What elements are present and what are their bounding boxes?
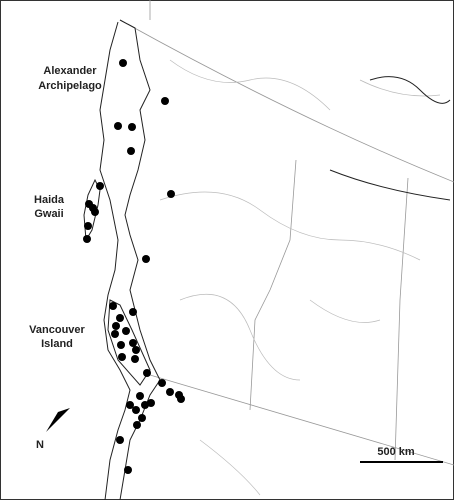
- coastline: [369, 76, 451, 104]
- rivers: [159, 59, 441, 496]
- site: [109, 302, 117, 310]
- site: [116, 314, 124, 322]
- river: [179, 293, 301, 381]
- border-line: [149, 374, 454, 466]
- site: [111, 330, 119, 338]
- sample-sites: [83, 59, 185, 474]
- border-line: [394, 177, 409, 461]
- site: [129, 308, 137, 316]
- scale-bar: 500 km: [360, 446, 443, 463]
- north-arrow: N: [36, 408, 70, 451]
- region-label: Alexander: [43, 65, 97, 77]
- region-label: Gwaii: [34, 208, 63, 220]
- site: [116, 436, 124, 444]
- site: [119, 59, 127, 67]
- site: [114, 122, 122, 130]
- site: [158, 379, 166, 387]
- site: [118, 353, 126, 361]
- site: [142, 255, 150, 263]
- site: [127, 147, 135, 155]
- site: [112, 322, 120, 330]
- border-line: [119, 19, 454, 183]
- river: [359, 79, 441, 97]
- site: [143, 369, 151, 377]
- site: [136, 392, 144, 400]
- site: [129, 339, 137, 347]
- site: [84, 222, 92, 230]
- site: [167, 190, 175, 198]
- river: [169, 59, 331, 111]
- borders: [119, 0, 454, 466]
- site: [126, 401, 134, 409]
- site: [166, 388, 174, 396]
- site: [124, 466, 132, 474]
- site: [161, 97, 169, 105]
- site: [91, 208, 99, 216]
- site: [138, 414, 146, 422]
- river: [199, 439, 261, 496]
- site: [133, 421, 141, 429]
- site: [83, 235, 91, 243]
- river: [309, 299, 381, 323]
- site: [177, 395, 185, 403]
- region-label: Island: [41, 338, 73, 350]
- site: [96, 182, 104, 190]
- region-label: Archipelago: [38, 80, 102, 92]
- region-label: Vancouver: [29, 324, 85, 336]
- site: [122, 327, 130, 335]
- site: [131, 355, 139, 363]
- north-label: N: [36, 439, 44, 451]
- coastline: [329, 169, 451, 201]
- river: [159, 191, 421, 261]
- site: [132, 406, 140, 414]
- site: [117, 341, 125, 349]
- region-label: Haida: [34, 194, 65, 206]
- site: [132, 346, 140, 354]
- site: [128, 123, 136, 131]
- coastline: [83, 19, 161, 500]
- border-line: [249, 159, 297, 411]
- scale-label: 500 km: [377, 446, 415, 458]
- site: [147, 399, 155, 407]
- arrow: [46, 408, 70, 432]
